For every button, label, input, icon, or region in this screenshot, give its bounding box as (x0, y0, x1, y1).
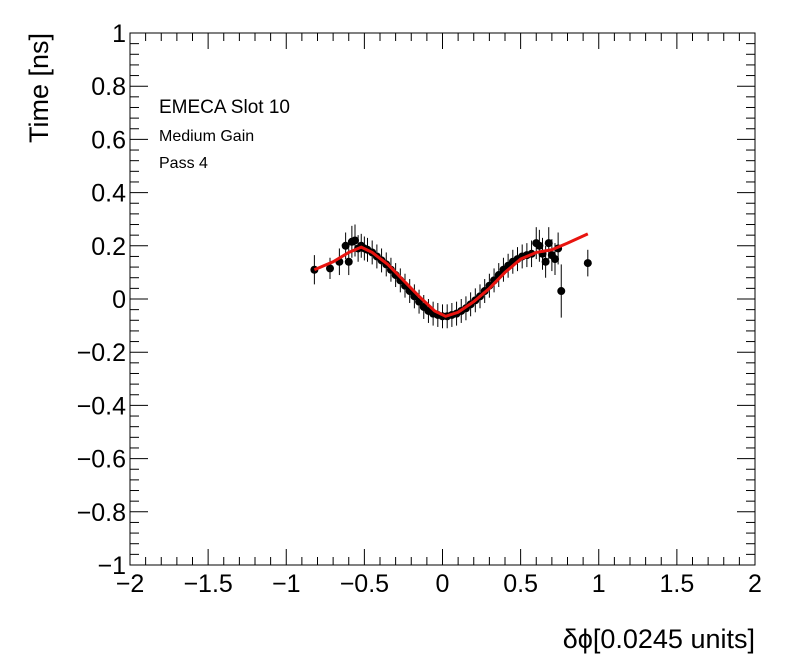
x-tick-label: 0 (436, 570, 450, 598)
x-tick-label: −2 (116, 570, 145, 598)
x-tick-label: 1.5 (659, 570, 694, 598)
data-point (557, 287, 566, 296)
data-point (344, 257, 353, 266)
y-tick-label: −0.4 (77, 392, 126, 420)
x-tick-label: 1 (592, 570, 606, 598)
y-tick-label: 1 (112, 20, 126, 48)
y-tick-label: −0.6 (77, 446, 126, 474)
data-point (341, 241, 350, 250)
x-axis-title: δϕ[0.0245 units] (563, 624, 755, 654)
fit-curve (313, 232, 589, 318)
y-tick-label: −0.2 (77, 339, 126, 367)
y-tick-label: 0.2 (91, 233, 126, 261)
annotation-detector: EMECA Slot 10 (159, 97, 290, 118)
data-point (351, 236, 359, 245)
data-point (544, 239, 553, 248)
x-tick-labels: −2 −1.5 −1 −0.5 0 0.5 1 1.5 2 (116, 570, 762, 598)
data-point (326, 264, 334, 273)
data-points (310, 236, 592, 321)
y-tick-label: 0.8 (91, 73, 126, 101)
data-point (535, 241, 544, 250)
x-tick-label: −1 (272, 570, 301, 598)
data-point (583, 259, 592, 268)
data-point (541, 257, 550, 266)
y-tick-label: 0 (112, 286, 126, 314)
y-tick-label: −1 (97, 552, 126, 580)
y-axis-title: Time [ns] (24, 33, 54, 143)
y-tick-label: 0.6 (91, 126, 126, 154)
x-tick-label: −0.5 (340, 570, 389, 598)
x-tick-label: 0.5 (503, 570, 538, 598)
x-tick-label: −1.5 (183, 570, 232, 598)
y-tick-label: −0.8 (77, 499, 126, 527)
annotation-gain: Medium Gain (159, 128, 254, 145)
x-tick-label: 2 (748, 570, 762, 598)
annotation-pass: Pass 4 (159, 155, 208, 172)
y-tick-label: 0.4 (91, 180, 126, 208)
data-point (551, 255, 559, 264)
axis-ticks (129, 32, 756, 566)
y-tick-labels: −1 −0.8 −0.6 −0.4 −0.2 0 0.2 0.4 0.6 0.8 1 (77, 20, 126, 580)
